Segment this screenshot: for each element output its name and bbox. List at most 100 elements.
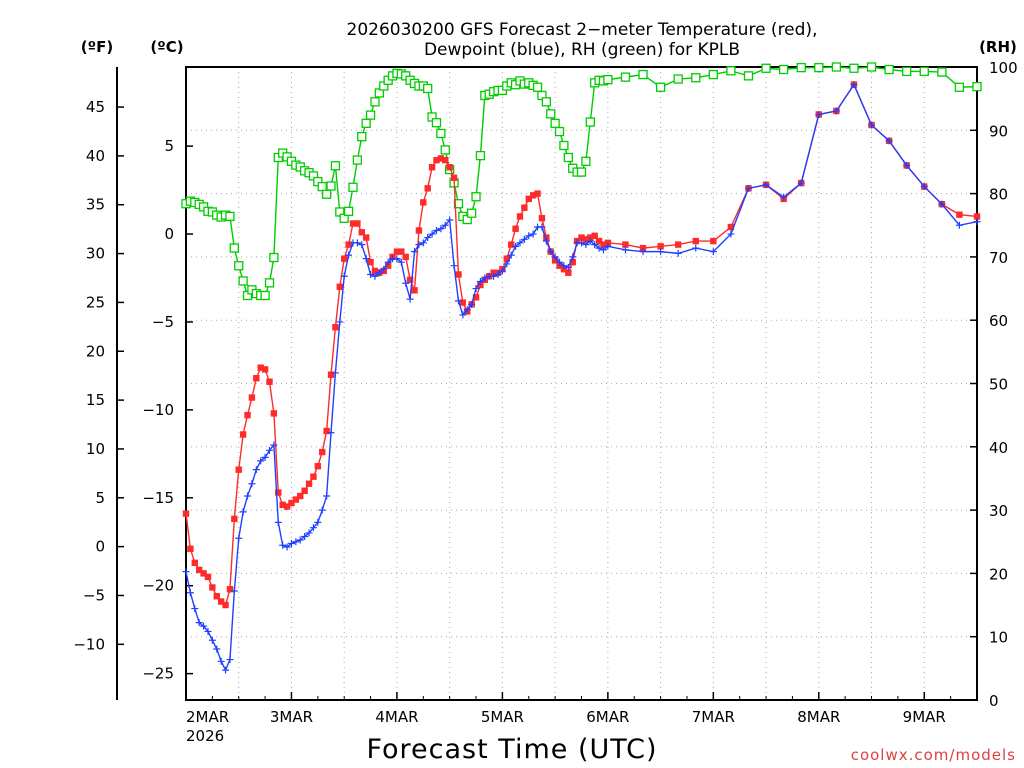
temperature-point [973,213,981,220]
temperature-point [710,237,717,245]
dewpoint-point [239,508,247,516]
temperature-point [327,371,335,378]
temperature-point [639,244,647,252]
dewpoint-point [564,263,572,271]
dewpoint-point [692,244,700,252]
rh-point [620,72,631,82]
temperature-point [362,234,370,241]
dewpoint-point [595,244,603,252]
temperature-point [248,394,256,401]
fahrenheit-tick-label: 45 [86,98,105,116]
rh-point [603,75,613,85]
dewpoint-point [494,270,502,278]
x-tick-label: 6MAR [586,708,629,726]
temperature-point [578,234,585,241]
dewpoint-point [323,492,331,500]
temperature-point [195,566,203,574]
dewpoint-point [257,457,265,465]
temperature-point [595,237,603,245]
temperature-point [534,190,541,197]
dewpoint-point [582,241,590,249]
fahrenheit-tick-label: 15 [86,391,105,409]
dewpoint-point [525,232,533,240]
dewpoint-point [419,239,427,247]
temperature-point [428,164,436,171]
dewpoint-point [182,568,190,576]
fahrenheit-tick-label: 5 [95,489,105,507]
rh-point [370,97,380,107]
temperature-point [692,237,699,245]
temperature-point [516,213,524,220]
temperature-point [622,241,629,248]
dewpoint-point [345,251,353,259]
temperature-point [200,570,207,577]
dewpoint-point [358,241,366,249]
dewpoint-point [885,137,893,145]
temperature-point [569,258,576,266]
temperature-point [455,271,462,278]
dewpoint-point [551,253,559,261]
dewpoint-point [512,242,520,250]
celsius-tick-label: 5 [164,137,174,155]
temperature-point [525,195,532,203]
temperature-point [231,515,238,523]
rh-point [348,182,358,192]
rh-point [532,82,543,92]
dewpoint-point [780,193,788,201]
temperature-point [424,185,431,192]
temperature-point [275,489,282,496]
dewpoint-point [296,536,304,544]
temperature-point [420,199,427,206]
temperature-point [402,253,409,261]
dewpoint-point [529,230,537,238]
celsius-unit-label: (ºC) [150,38,183,56]
temperature-point [239,431,247,438]
dewpoint-point [432,227,440,235]
temperature-point [367,258,374,266]
dewpoint-point [367,270,375,278]
chart-title-line1: 2026030200 GFS Forecast 2−meter Temperat… [347,20,818,40]
dewpoint-point [498,267,506,275]
rh-point [655,82,666,92]
temperature-point [222,601,229,609]
dewpoint-point [547,248,555,256]
rh-point [743,71,754,81]
x-axis-label: Forecast Time (UTC) [366,734,657,765]
dewpoint-point [973,218,981,226]
rh-point [475,150,486,161]
dewpoint-point [674,249,682,257]
temperature-point [257,364,264,371]
dewpoint-point [375,269,383,277]
rh-point [541,97,551,107]
temperature-point [314,462,322,470]
temperature-point [319,448,326,456]
temperature-point [305,480,313,487]
series-line [185,83,978,672]
series-line [185,66,978,298]
dewpoint-point [450,262,458,270]
temperature-point [261,366,269,373]
x-tick-label: 3MAR [270,708,313,726]
dewpoint-point [815,110,823,118]
dewpoint-point [208,636,216,644]
dewpoint-point [639,248,647,256]
dewpoint-point [301,532,309,540]
dewpoint-point [797,179,805,187]
rh-point [849,63,859,73]
dewpoint-point [292,538,300,546]
rh-point [554,126,565,137]
temperature-point [459,299,467,306]
dewpoint-point [727,230,735,238]
temperature-point [565,269,572,276]
dewpoint-point [604,242,612,250]
temperature-point [477,281,484,289]
tick-labels: −25 −20 −15 −10 −5 0 5 −10 −5 0 5 10 15 20 25 30 35 40 45 0… [73,59,1017,745]
rh-point [831,62,842,72]
dewpoint-point [578,239,585,247]
celsius-tick-label: −25 [142,665,174,683]
rh-point [937,67,947,77]
temperature-point [371,267,379,275]
dewpoint-series [182,81,981,674]
dewpoint-point [230,587,238,595]
rh-tick-label: 10 [989,629,1008,647]
